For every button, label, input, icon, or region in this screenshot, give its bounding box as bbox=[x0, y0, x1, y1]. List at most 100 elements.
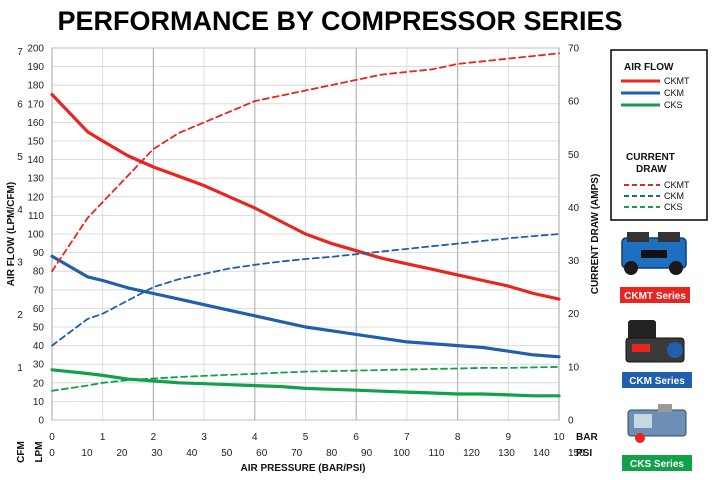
amps-tick-label: 30 bbox=[568, 256, 580, 267]
lpm-tick-label: 150 bbox=[27, 137, 44, 148]
lpm-tick-label: 110 bbox=[28, 211, 44, 222]
lpm-tick-label: 170 bbox=[27, 99, 44, 110]
bar-tick-label: 10 bbox=[553, 432, 565, 443]
bar-tick-label: 1 bbox=[100, 432, 106, 443]
lpm-tick-label: 30 bbox=[33, 360, 45, 371]
psi-tick-label: 50 bbox=[221, 448, 233, 459]
ckm-product-image bbox=[625, 320, 685, 363]
psi-tick-label: 30 bbox=[151, 448, 163, 459]
lpm-tick-label: 40 bbox=[33, 341, 45, 352]
bar-tick-label: 5 bbox=[303, 432, 309, 443]
psi-tick-label: 100 bbox=[393, 448, 410, 459]
amps-tick-label: 0 bbox=[568, 416, 574, 427]
lpm-tick-label: 200 bbox=[27, 44, 44, 55]
psi-unit-label: PSI bbox=[576, 448, 592, 459]
psi-tick-label: 120 bbox=[463, 448, 480, 459]
amps-tick-label: 40 bbox=[568, 203, 580, 214]
bar-tick-label: 4 bbox=[252, 432, 258, 443]
psi-tick-labels: 0 10 20 30 40 50 60 70 80 90 100 110 120 130 140 150 bbox=[49, 448, 585, 459]
amps-tick-label: 50 bbox=[568, 150, 580, 161]
bar-tick-label: 0 bbox=[49, 432, 55, 443]
psi-tick-label: 110 bbox=[429, 448, 445, 459]
lpm-tick-label: 60 bbox=[33, 304, 45, 315]
cfm-tick-label: 5 bbox=[17, 152, 23, 163]
psi-tick-label: 80 bbox=[326, 448, 338, 459]
psi-tick-label: 40 bbox=[186, 448, 198, 459]
lpm-tick-label: 160 bbox=[27, 118, 44, 129]
psi-tick-label: 150 bbox=[568, 448, 585, 459]
right-axis-title: CURRENT DRAW (AMPS) bbox=[590, 174, 601, 295]
legend-label-cks-current: CKS bbox=[664, 202, 683, 212]
legend-label-ckm-airflow: CKM bbox=[664, 88, 684, 98]
bar-tick-label: 2 bbox=[151, 432, 157, 443]
lpm-tick-label: 190 bbox=[27, 62, 44, 73]
bar-tick-label: 9 bbox=[506, 432, 512, 443]
grid bbox=[51, 47, 560, 421]
ckmt-current-draw-line bbox=[51, 52, 560, 273]
legend-current-draw-heading: CURRENT DRAW bbox=[626, 152, 678, 175]
lpm-tick-label: 130 bbox=[27, 174, 44, 185]
bar-tick-labels: 0 1 2 3 4 5 6 7 8 9 10 bbox=[49, 432, 565, 443]
cfm-tick-labels: 1 2 3 4 5 6 7 bbox=[17, 47, 23, 374]
bar-unit-label: BAR bbox=[576, 432, 598, 443]
lpm-tick-label: 80 bbox=[33, 267, 45, 278]
amps-tick-label: 20 bbox=[568, 309, 580, 320]
psi-tick-label: 20 bbox=[116, 448, 128, 459]
ckm-air-flow-line bbox=[50, 254, 561, 359]
lpm-unit-label: LPM bbox=[34, 441, 45, 462]
psi-tick-label: 70 bbox=[291, 448, 303, 459]
ckmt-air-flow-line bbox=[50, 92, 561, 301]
lpm-tick-label: 0 bbox=[38, 416, 44, 427]
amps-tick-label: 70 bbox=[568, 44, 580, 55]
bar-tick-label: 3 bbox=[201, 432, 207, 443]
legend-label-cks-airflow: CKS bbox=[664, 100, 683, 110]
lpm-tick-label: 140 bbox=[27, 155, 44, 166]
cfm-tick-label: 2 bbox=[17, 310, 23, 321]
bar-tick-label: 6 bbox=[353, 432, 359, 443]
amps-tick-label: 10 bbox=[568, 362, 580, 373]
cfm-tick-label: 3 bbox=[17, 257, 23, 268]
cfm-tick-label: 7 bbox=[17, 47, 23, 58]
series-lines bbox=[50, 52, 561, 398]
cfm-unit-label: CFM bbox=[16, 441, 27, 463]
bar-tick-label: 8 bbox=[455, 432, 461, 443]
lpm-tick-label: 100 bbox=[27, 230, 44, 241]
psi-tick-label: 0 bbox=[49, 448, 55, 459]
cfm-tick-label: 4 bbox=[17, 205, 23, 216]
ckm-current-draw-line bbox=[51, 233, 560, 347]
legend: AIR FLOW CKMT CKM CKS CURRENT DRAW CKMT … bbox=[610, 49, 708, 221]
lpm-tick-label: 10 bbox=[33, 397, 45, 408]
ckmt-badge-label: CKMT Series bbox=[624, 291, 686, 302]
cfm-tick-label: 6 bbox=[17, 99, 23, 110]
psi-tick-label: 60 bbox=[256, 448, 268, 459]
lpm-tick-labels: 0 10 20 30 40 50 60 70 80 90 100 110 120 130 140 150 160… bbox=[27, 44, 44, 427]
left-axis-title: AIR FLOW (LPM/CFM) bbox=[6, 182, 17, 286]
chart-title: PERFORMANCE BY COMPRESSOR SERIES bbox=[57, 6, 622, 36]
psi-tick-label: 90 bbox=[361, 448, 373, 459]
bar-tick-label: 7 bbox=[404, 432, 410, 443]
lpm-tick-label: 120 bbox=[27, 192, 44, 203]
cks-badge-label: CKS Series bbox=[630, 459, 684, 470]
legend-box bbox=[610, 49, 708, 221]
amps-tick-label: 60 bbox=[568, 97, 580, 108]
legend-label-ckmt-airflow: CKMT bbox=[664, 76, 690, 86]
amps-tick-labels: 0 10 20 30 40 50 60 70 bbox=[568, 44, 580, 427]
ckmt-badge bbox=[620, 287, 690, 303]
cks-badge bbox=[622, 455, 692, 471]
cks-product-image bbox=[627, 404, 687, 443]
legend-label-ckm-current: CKM bbox=[664, 191, 684, 201]
psi-tick-label: 130 bbox=[498, 448, 515, 459]
psi-tick-label: 10 bbox=[81, 448, 93, 459]
ckm-badge bbox=[622, 372, 692, 388]
ckm-badge-label: CKM Series bbox=[629, 376, 685, 387]
ckmt-product-image bbox=[621, 232, 687, 275]
psi-tick-label: 140 bbox=[533, 448, 550, 459]
legend-air-flow-heading: AIR FLOW bbox=[624, 62, 674, 73]
lpm-tick-label: 70 bbox=[33, 285, 45, 296]
x-axis-title: AIR PRESSURE (BAR/PSI) bbox=[240, 463, 365, 474]
lpm-tick-label: 50 bbox=[33, 323, 45, 334]
lpm-tick-label: 20 bbox=[33, 378, 45, 389]
lpm-tick-label: 90 bbox=[33, 248, 45, 259]
cfm-tick-label: 1 bbox=[17, 363, 23, 374]
